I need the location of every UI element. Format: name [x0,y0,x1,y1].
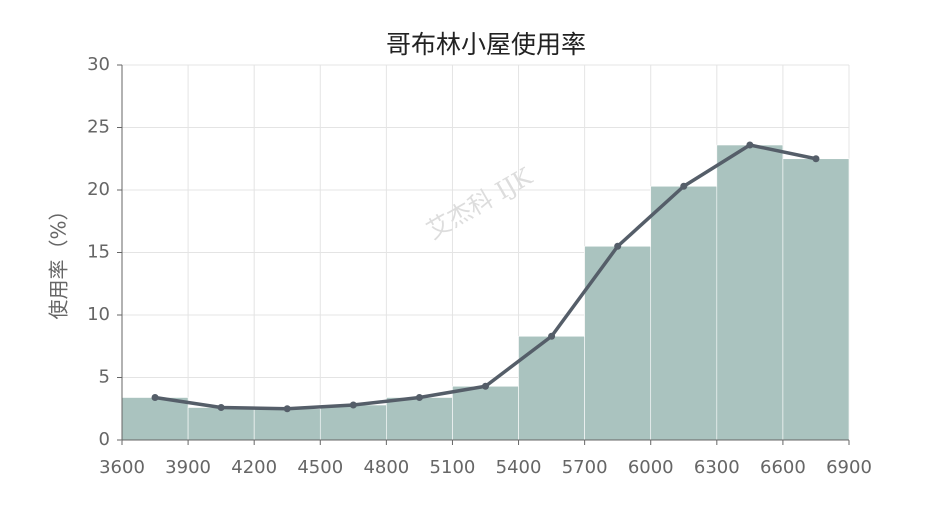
bar [716,144,784,441]
line-point [415,394,423,401]
bar [253,408,321,441]
y-tick-label: 25 [87,117,110,138]
x-tick-label: 6000 [628,457,674,478]
x-tick-label: 6300 [694,457,740,478]
y-axis-label: 使用率（%） [47,200,71,319]
line-point [482,382,489,390]
x-tick-label: 4800 [363,457,409,478]
line-point [349,401,357,409]
y-tick-label: 30 [87,54,110,75]
x-tick-label: 6900 [826,457,872,478]
line-point [217,404,225,411]
bar [650,185,718,441]
y-tick-label: 0 [99,429,110,450]
line-point [746,141,754,149]
x-tick-label: 5700 [562,457,608,478]
line-point [151,394,159,401]
bar [386,397,453,441]
line-point [614,242,622,250]
line-point [680,182,688,190]
line-point [283,405,291,413]
x-tick-label: 4500 [297,457,343,478]
bar [187,407,255,441]
x-tick-label: 4200 [231,457,277,478]
bar [452,385,519,441]
line-point [548,332,556,340]
y-tick-label: 5 [99,367,110,388]
watermark: 艾杰科 IJK [422,162,538,245]
y-tick-label: 10 [87,304,110,325]
x-tick-label: 3900 [165,457,211,478]
bar [121,397,189,441]
chart-title: 哥布林小屋使用率 [386,30,586,59]
y-tick-label: 15 [87,242,110,263]
bar [319,404,387,441]
x-tick-label: 5100 [430,457,476,478]
x-tick-label: 3600 [99,457,145,478]
bar [782,158,850,441]
x-tick-label: 6600 [760,457,806,478]
line-point [812,155,820,163]
y-tick-label: 20 [87,179,110,200]
x-tick-label: 5400 [496,457,542,478]
